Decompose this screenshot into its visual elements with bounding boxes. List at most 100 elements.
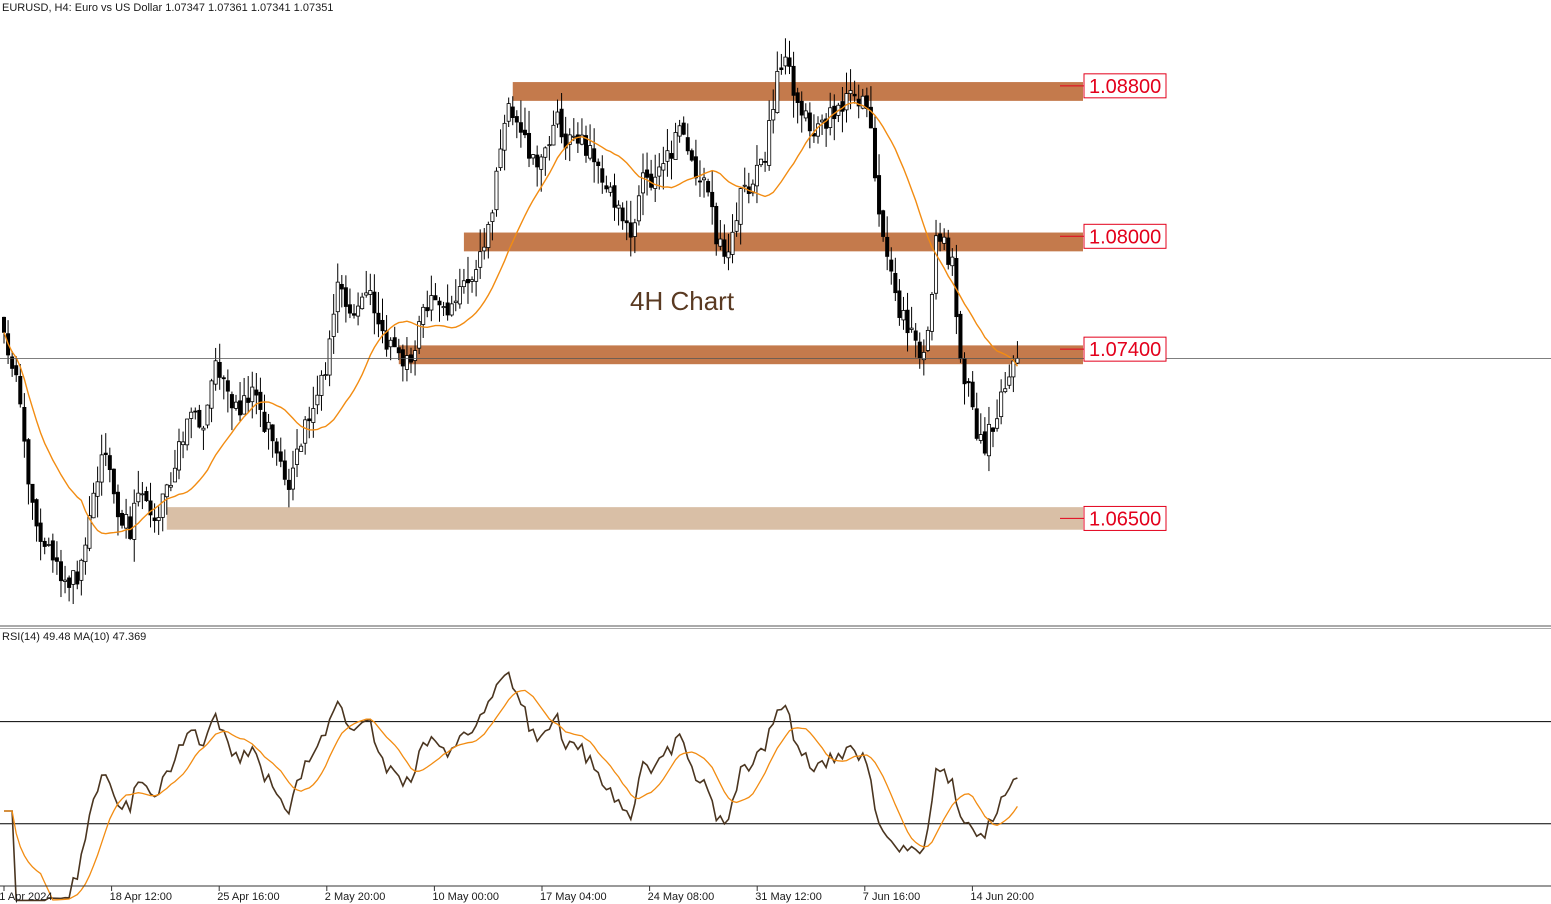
candle-128 (522, 107, 527, 139)
candle-3 (14, 356, 19, 382)
candle-231 (942, 228, 947, 250)
candle-165 (673, 122, 678, 160)
candle-69 (282, 449, 287, 486)
candle-209 (852, 80, 857, 104)
moving-average-line (3, 101, 1018, 535)
level-price-labels: 1.08800 1.08000 1.07400 1.06500 (1060, 73, 1167, 531)
candle-144 (588, 124, 593, 161)
candle-213 (868, 86, 873, 129)
candle-190 (775, 51, 780, 114)
level-label-0: 1.08800 (1089, 76, 1161, 98)
zone-2 (398, 345, 1083, 365)
candle-242 (986, 406, 991, 472)
candle-173 (706, 178, 711, 197)
candle-86 (352, 304, 357, 319)
candle-67 (274, 438, 279, 466)
candle-152 (620, 202, 625, 230)
x-tick-label: 17 May 04:00 (540, 891, 607, 903)
candle-159 (649, 159, 654, 191)
candle-108 (441, 301, 446, 316)
candle-68 (278, 437, 283, 468)
level-label-1: 1.08000 (1089, 226, 1161, 248)
candle-233 (950, 248, 955, 276)
chart-annotation: 4H Chart (630, 286, 735, 316)
candle-155 (632, 218, 637, 254)
rsi-line (4, 671, 1018, 902)
candle-81 (331, 294, 336, 354)
candle-204 (832, 94, 837, 141)
candle-237 (966, 378, 971, 397)
candle-10 (42, 537, 47, 555)
candle-30 (124, 498, 129, 539)
candle-138 (563, 116, 568, 160)
candle-28 (115, 484, 120, 536)
rsi-level-lines (0, 721, 1551, 825)
level-label-3: 1.06500 (1089, 508, 1161, 530)
candle-13 (54, 541, 59, 575)
candle-191 (779, 53, 784, 75)
candle-58 (238, 382, 243, 422)
candle-91 (372, 274, 377, 335)
candle-47 (193, 407, 198, 420)
zone-1 (463, 232, 1083, 252)
rsi-ma-line (4, 689, 1018, 901)
candle-92 (376, 292, 381, 338)
candle-167 (681, 116, 686, 136)
candle-175 (714, 202, 719, 256)
candle-126 (514, 110, 519, 139)
candle-25 (103, 433, 108, 467)
candle-39 (160, 493, 165, 532)
candle-215 (877, 154, 882, 227)
candle-226 (921, 339, 926, 376)
candle-97 (396, 338, 401, 361)
candle-75 (307, 406, 312, 439)
level-box-3 (1083, 505, 1167, 531)
candle-109 (445, 284, 450, 321)
candle-119 (486, 221, 491, 259)
x-tick-label: 31 May 12:00 (755, 891, 822, 903)
candle-184 (750, 179, 755, 197)
x-tick-label: 11 Apr 2024 (0, 891, 53, 903)
candle-189 (771, 89, 776, 134)
support-resistance-zones (166, 82, 1084, 530)
candle-228 (929, 292, 934, 341)
candle-142 (579, 118, 584, 146)
rsi-label: RSI(14) 49.48 MA(10) 47.369 (2, 631, 146, 643)
candle-131 (535, 145, 540, 187)
x-tick-label: 14 Jun 20:00 (970, 891, 1034, 903)
candle-0 (2, 316, 7, 344)
candle-104 (425, 290, 430, 318)
candle-241 (982, 417, 987, 456)
candle-120 (490, 209, 495, 241)
x-tick-label: 7 Jun 16:00 (863, 891, 921, 903)
candle-166 (677, 119, 682, 143)
candle-71 (290, 450, 295, 501)
candle-183 (746, 172, 751, 204)
candle-162 (661, 146, 666, 190)
candle-19 (79, 558, 84, 596)
candle-99 (404, 337, 409, 382)
candle-2 (10, 350, 15, 377)
candle-161 (657, 153, 662, 190)
candle-118 (482, 228, 487, 260)
candle-48 (197, 404, 202, 429)
candle-77 (315, 375, 320, 415)
candle-136 (555, 99, 560, 128)
candle-223 (909, 306, 914, 333)
candle-17 (71, 570, 76, 605)
candle-29 (120, 509, 125, 529)
candle-186 (759, 158, 764, 168)
candle-115 (470, 276, 475, 293)
candle-232 (946, 229, 951, 270)
candle-14 (58, 549, 63, 598)
candle-43 (177, 428, 182, 480)
candle-55 (225, 369, 230, 413)
level-box-1 (1083, 223, 1167, 249)
candle-238 (970, 371, 975, 410)
candle-9 (38, 508, 43, 561)
candle-60 (246, 376, 251, 413)
candle-116 (474, 259, 479, 297)
candle-36 (148, 482, 153, 528)
candle-244 (995, 399, 1000, 432)
